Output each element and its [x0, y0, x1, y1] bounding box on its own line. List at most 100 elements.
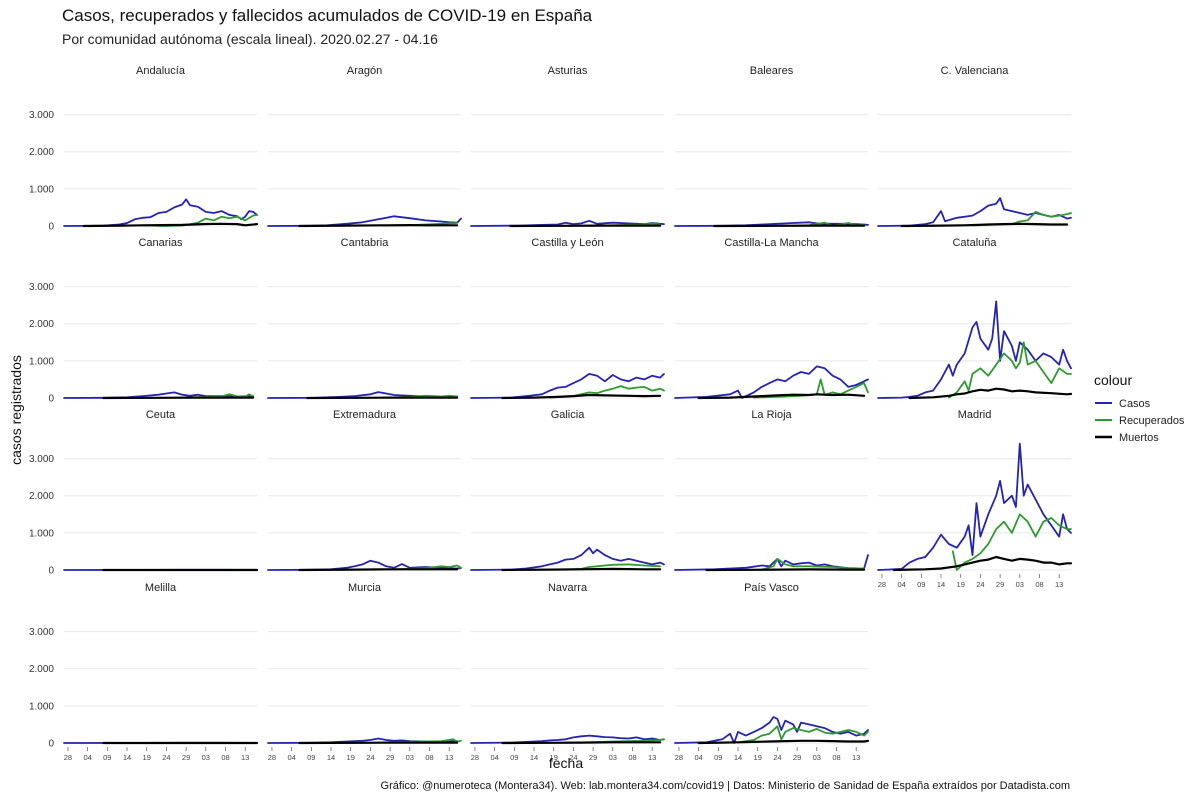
x-tick-label: 13	[1055, 580, 1063, 589]
series-line-muertos	[82, 222, 259, 228]
series-line-recuperados	[760, 558, 865, 571]
panel-galicia: Galicia	[470, 409, 665, 572]
y-tick-label: 1.000	[29, 528, 54, 539]
x-tick-label: 29	[996, 580, 1004, 589]
series-line-casos	[877, 197, 1072, 227]
series-line-casos	[470, 546, 665, 571]
x-tick-label: 28	[268, 753, 276, 762]
x-tick-label: 14	[937, 580, 945, 589]
x-tick-label: 03	[813, 753, 821, 762]
x-tick-label: 14	[530, 753, 538, 762]
panel-strip-label: Castilla y León	[531, 237, 603, 249]
panel-murcia: Murcia 28 04 09 14 19 24 29 03 08 13	[267, 582, 462, 762]
x-tick-label: 29	[386, 753, 394, 762]
panel-castilla-la-mancha: Castilla-La Mancha	[674, 237, 869, 400]
x-tick-label: 03	[202, 753, 210, 762]
x-tick-label: 09	[917, 580, 925, 589]
legend-item-recuperados: Recuperados	[1119, 415, 1185, 427]
panel-strip-label: Murcia	[348, 582, 382, 594]
x-tick-label: 14	[123, 753, 131, 762]
panel-strip-label: Galicia	[551, 409, 586, 421]
x-tick-label: 24	[976, 580, 984, 589]
x-tick-label: 19	[143, 753, 151, 762]
y-tick-label: 2.000	[29, 491, 54, 502]
chart-caption: Gráfico: @numeroteca (Montera34). Web: l…	[381, 780, 1070, 792]
x-tick-label: 28	[878, 580, 886, 589]
panel-strip-label: Baleares	[750, 65, 794, 77]
series-line-casos	[674, 365, 869, 399]
panel-strip-label: Extremadura	[333, 409, 397, 421]
x-tick-label: 19	[957, 580, 965, 589]
panel-strip-label: Canarias	[138, 237, 183, 249]
x-tick-label: 13	[648, 753, 656, 762]
x-tick-label: 29	[182, 753, 190, 762]
x-tick-label: 08	[425, 753, 433, 762]
y-tick-label: 3.000	[29, 282, 54, 293]
y-tick-label: 0	[48, 222, 54, 233]
series-line-recuperados	[737, 725, 869, 744]
series-line-recuperados	[752, 378, 869, 399]
y-tick-label: 2.000	[29, 319, 54, 330]
panel-strip-label: Andalucía	[136, 65, 186, 77]
panel-aragon: Aragón	[267, 65, 462, 228]
x-tick-label: 04	[694, 753, 702, 762]
panels-group: Andalucía 0 1.000 2.000 3.000 Aragón Asturias B…	[29, 65, 1073, 762]
x-tick-label: 09	[510, 753, 518, 762]
x-tick-label: 19	[550, 753, 558, 762]
panel-cantabria: Cantabria	[267, 237, 461, 400]
x-tick-label: 03	[406, 753, 414, 762]
y-tick-label: 3.000	[29, 454, 54, 465]
legend-item-muertos: Muertos	[1119, 432, 1159, 444]
x-tick-label: 13	[852, 753, 860, 762]
panel-ceuta: Ceuta 0 1.000 2.000 3.000	[29, 409, 259, 577]
x-tick-label: 09	[103, 753, 111, 762]
x-tick-label: 14	[327, 753, 335, 762]
panel-canarias: Canarias 0 1.000 2.000 3.000	[29, 237, 257, 405]
x-tick-label: 08	[1035, 580, 1043, 589]
y-tick-label: 0	[48, 566, 54, 577]
series-line-muertos	[501, 567, 662, 572]
series-line-muertos	[705, 568, 866, 572]
panel-madrid: Madrid 28 04 09 14 19 24 29 03 08 13	[877, 409, 1073, 589]
series-line-muertos	[908, 387, 1073, 400]
panel-strip-label: País Vasco	[744, 582, 799, 594]
y-tick-label: 1.000	[29, 701, 54, 712]
panel-c-valenciana: C. Valenciana	[877, 65, 1072, 228]
x-tick-label: 19	[754, 753, 762, 762]
x-tick-label: 14	[734, 753, 742, 762]
x-tick-label: 04	[897, 580, 905, 589]
x-tick-label: 03	[1016, 580, 1024, 589]
panel-strip-label: C. Valenciana	[941, 65, 1010, 77]
series-line-muertos	[298, 568, 459, 572]
series-line-casos	[877, 300, 1072, 399]
chart-title: Casos, recuperados y fallecidos acumulad…	[62, 6, 593, 25]
panel-andalucia: Andalucía 0 1.000 2.000 3.000	[29, 65, 259, 233]
chart-subtitle: Por comunidad autónoma (escala lineal). …	[62, 31, 438, 47]
x-tick-label: 04	[83, 753, 91, 762]
panel-strip-label: Melilla	[145, 582, 177, 594]
x-tick-label: 09	[714, 753, 722, 762]
x-tick-label: 08	[221, 753, 229, 762]
panel-extremadura: Extremadura	[267, 409, 462, 572]
y-tick-label: 1.000	[29, 184, 54, 195]
panel-strip-label: Ceuta	[146, 409, 176, 421]
series-line-casos	[470, 373, 665, 399]
panel-strip-label: Madrid	[958, 409, 992, 421]
x-tick-label: 19	[347, 753, 355, 762]
y-tick-label: 0	[48, 739, 54, 750]
x-tick-label: 29	[793, 753, 801, 762]
series-line-muertos	[900, 222, 1069, 228]
series-line-recuperados	[948, 341, 1072, 399]
x-tick-label: 03	[609, 753, 617, 762]
series-line-casos	[877, 442, 1072, 571]
x-tick-label: 28	[64, 753, 72, 762]
x-tick-label: 04	[287, 753, 295, 762]
x-tick-label: 24	[162, 753, 170, 762]
x-tick-label: 29	[589, 753, 597, 762]
panel-strip-label: La Rioja	[751, 409, 792, 421]
panel-strip-label: Cantabria	[341, 237, 390, 249]
panel-strip-label: Castilla-La Mancha	[724, 237, 819, 249]
panel-cataluna: Cataluña	[877, 237, 1073, 400]
x-tick-label: 24	[773, 753, 781, 762]
